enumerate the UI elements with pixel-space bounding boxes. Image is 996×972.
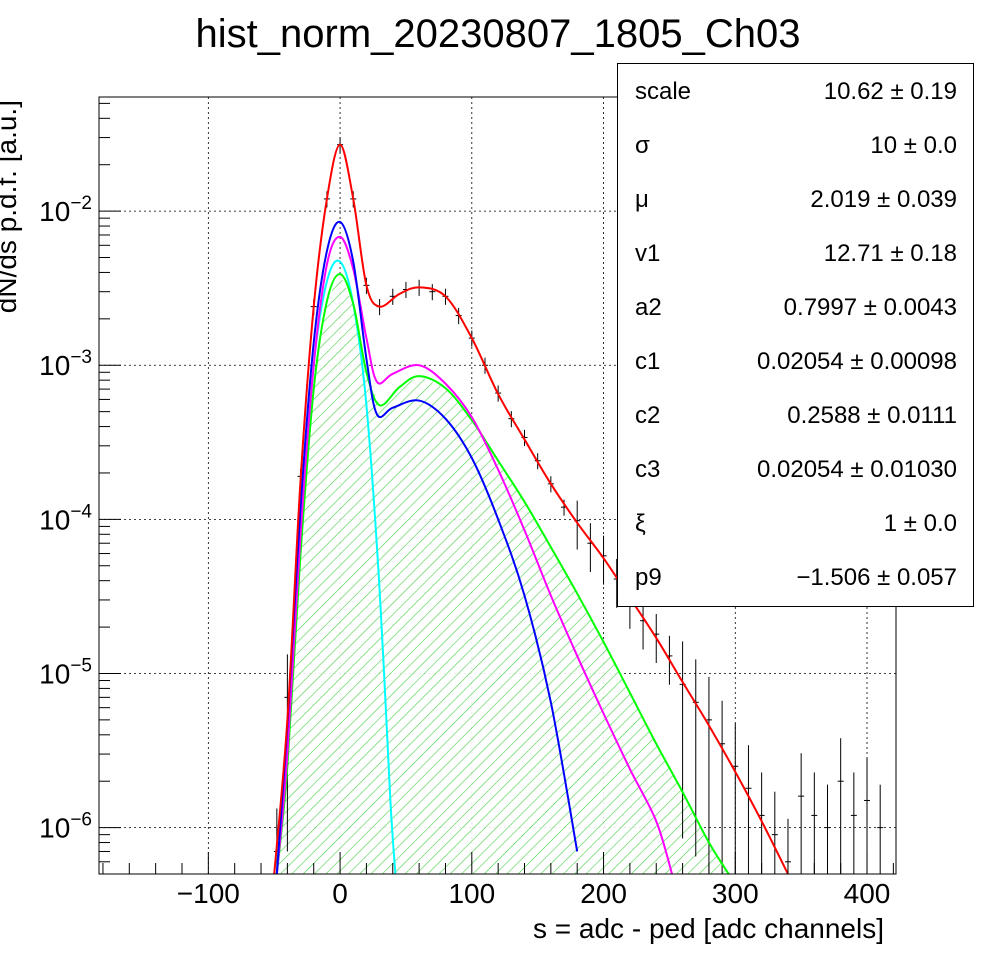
fit-parameter-name: ξ [635,510,646,537]
fit-parameter-row: μ 2.019 ± 0.039 [618,172,973,226]
fit-parameter-name: a2 [635,294,662,321]
data-point [745,745,752,874]
x-axis-title: s = adc - ped [adc channels] [533,913,884,944]
fit-curve [273,143,789,874]
y-tick-label: 10−5 [39,655,92,689]
fit-parameter-value: 0.7997 ± 0.0043 [783,294,957,321]
tick-labels: −100 0 100 200 300 400 10−6 10−5 10−4 10−3 10−2 [39,193,890,909]
fit-curve [275,273,730,874]
fit-parameter-name: c3 [635,456,661,483]
fit-parameter-name: c2 [635,402,661,429]
y-axis-title: dN/ds p.d.f. [a.u.] [0,100,22,313]
fit-parameter-name: p9 [635,564,662,591]
fit-parameter-row: a2 0.7997 ± 0.0043 [618,280,973,334]
data-point [877,784,884,874]
fit-parameter-row: c1 0.02054 ± 0.00098 [618,334,973,388]
fit-parameter-name: μ [635,186,649,213]
fit-parameter-value: −1.506 ± 0.057 [796,564,957,591]
fit-parameter-value: 10.62 ± 0.19 [823,78,957,105]
fit-curve [275,235,674,874]
fit-parameter-row: σ 10 ± 0.0 [618,118,973,172]
x-tick-label: −100 [177,878,240,909]
x-tick-label: 400 [844,878,891,909]
x-tick-label: 0 [332,878,348,909]
fit-parameter-value: 1 ± 0.0 [883,510,957,537]
fit-parameter-name: c1 [635,348,661,375]
fit-parameter-value: 0.02054 ± 0.01030 [756,456,957,483]
data-point [824,784,831,874]
data-point [587,523,594,573]
fit-parameter-row: c2 0.2588 ± 0.0111 [618,388,973,442]
fit-parameter-row: ξ 1 ± 0.0 [618,496,973,550]
x-tick-label: 100 [448,878,495,909]
y-tick-label: 10−6 [39,810,92,844]
data-point [837,738,844,874]
fit-parameter-row: p9 −1.506 ± 0.057 [618,550,973,604]
fit-parameter-value: 12.71 ± 0.18 [823,240,957,267]
data-point [640,600,647,650]
axis-ticks [99,102,894,875]
data-point [771,791,778,874]
fit-parameter-row: c3 0.02054 ± 0.01030 [618,442,973,496]
hatched-fill [276,274,729,874]
fit-parameter-value: 2.019 ± 0.039 [810,186,957,213]
fit-parameter-value: 0.2588 ± 0.0111 [787,402,957,429]
y-tick-label: 10−4 [39,501,92,535]
data-point [429,284,436,301]
fit-curve [275,220,579,874]
data-point [798,753,805,874]
fit-parameters-box: scale 10.62 ± 0.19 σ 10 ± 0.0 μ 2.019 ± 0.039… [617,63,974,607]
y-tick-label: 10−2 [39,193,92,227]
fit-parameter-row: v1 12.71 ± 0.18 [618,226,973,280]
fit-parameter-name: σ [635,132,650,159]
fit-curves [273,143,789,874]
fit-parameter-name: v1 [635,240,661,267]
data-point [850,772,857,874]
hatched-area [276,274,729,874]
data-point [719,700,726,874]
y-tick-label: 10−3 [39,347,92,381]
fit-parameter-row: scale 10.62 ± 0.19 [618,64,973,118]
x-tick-label: 200 [580,878,627,909]
fit-parameter-name: scale [635,78,692,105]
data-point [732,723,739,874]
chart-title: hist_norm_20230807_1805_Ch03 [195,12,801,56]
data-point [811,772,818,874]
fit-parameter-value: 10 ± 0.0 [870,132,957,159]
fit-parameter-value: 0.02054 ± 0.00098 [756,348,957,375]
x-tick-label: 300 [712,878,759,909]
